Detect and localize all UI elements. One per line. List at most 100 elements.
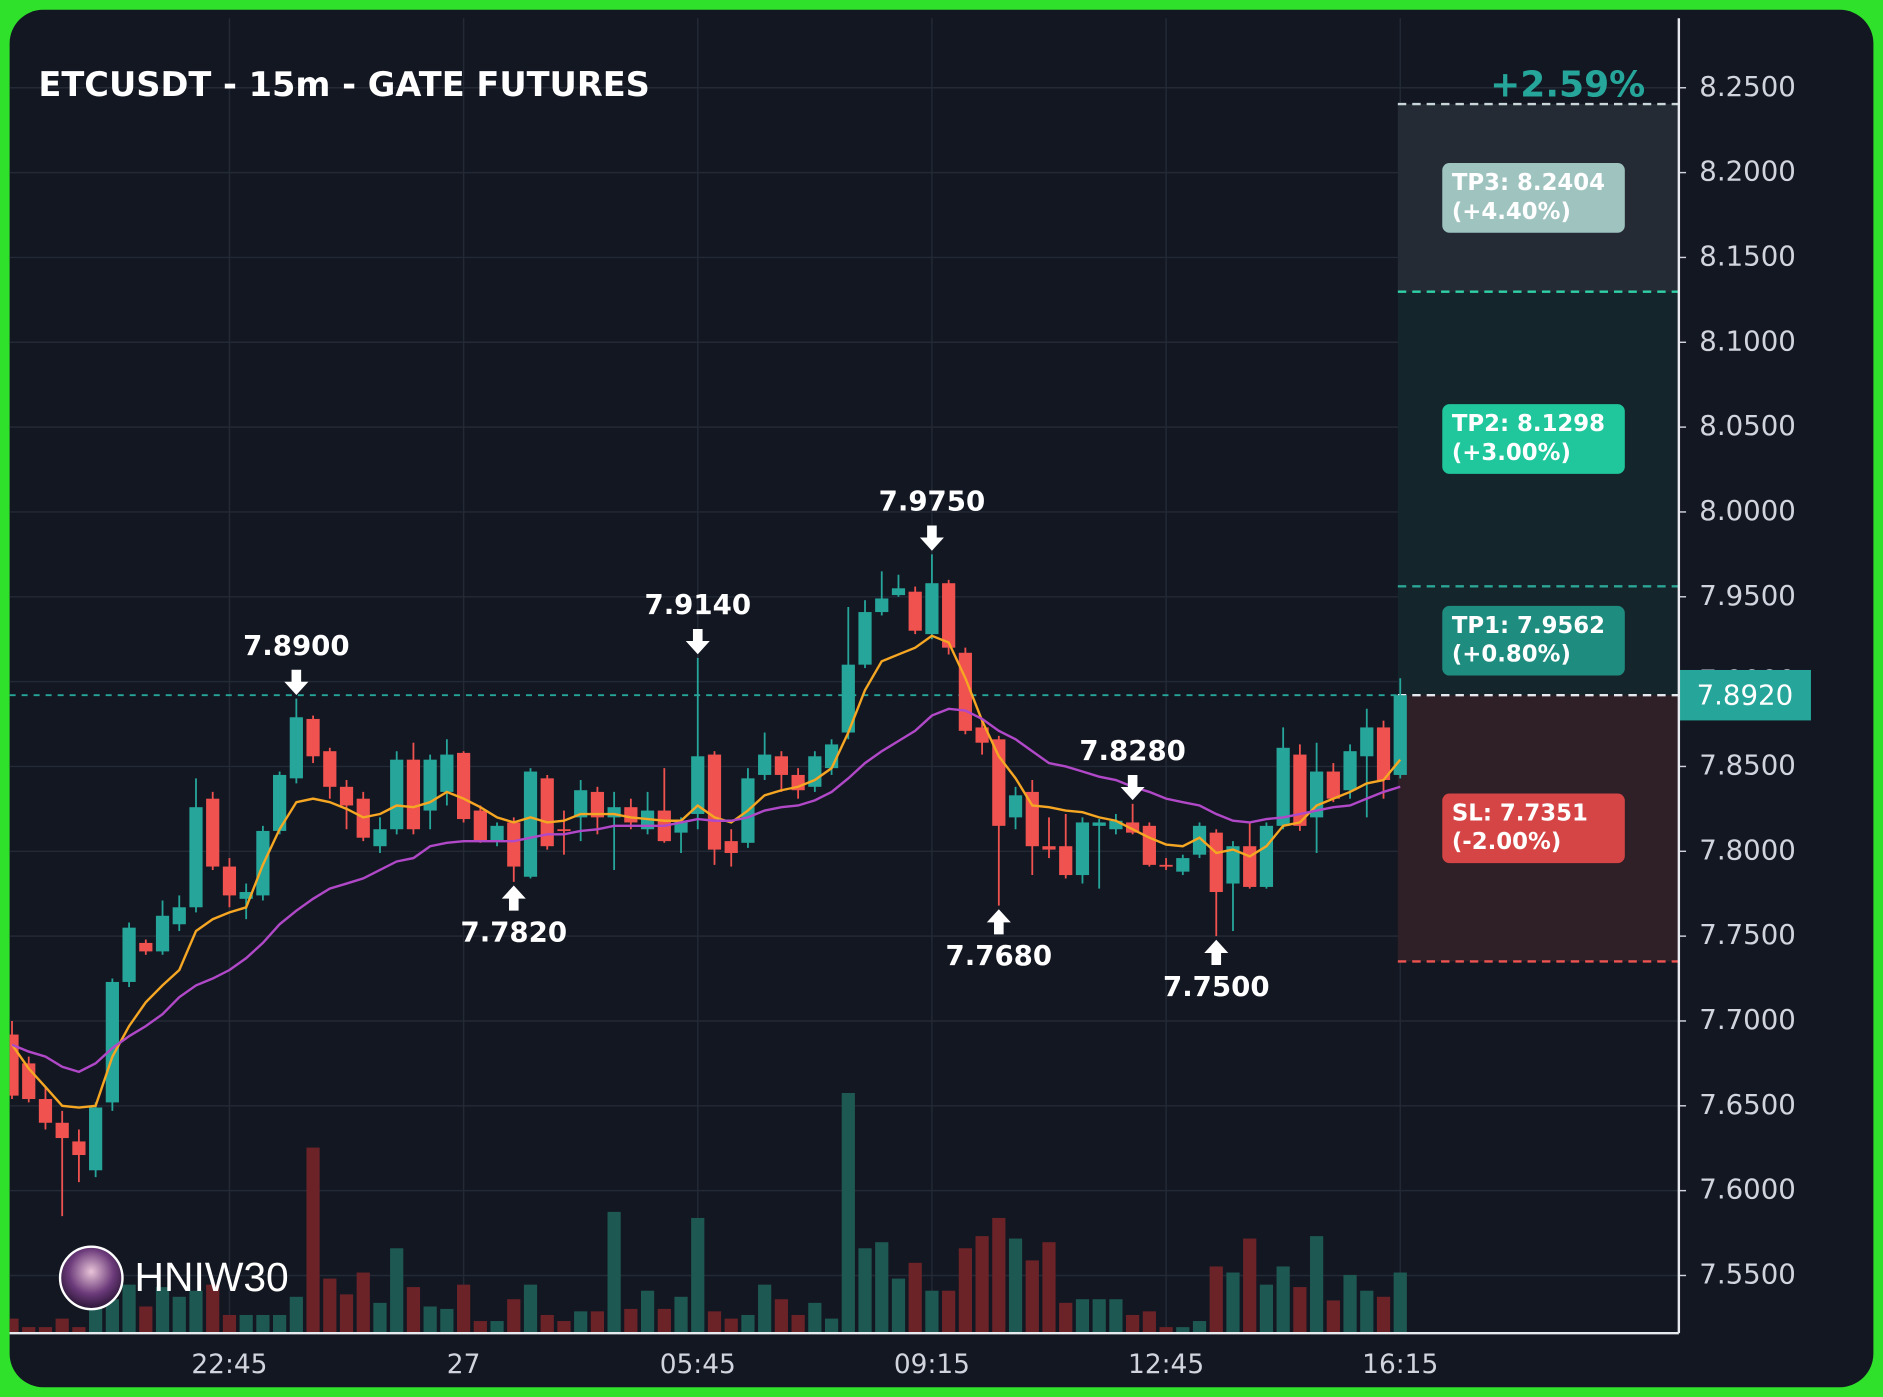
volume-bar: [1376, 1296, 1391, 1334]
candle-body: [423, 759, 437, 811]
volume-bar: [339, 1294, 354, 1334]
last-price-tag: [1678, 669, 1811, 721]
volume-bar: [1008, 1238, 1023, 1334]
candle-body: [607, 807, 621, 818]
x-tick-label: 16:15: [1362, 1349, 1438, 1380]
volume-bar: [891, 1278, 906, 1334]
candle-body: [691, 756, 705, 814]
candle-body: [1226, 846, 1240, 884]
candle-body: [1360, 727, 1374, 757]
candle-body: [38, 1099, 53, 1123]
volume-bar: [423, 1306, 437, 1334]
volume-bar: [105, 1299, 119, 1334]
overlay: 7.5500 7.6000 7.6500 7.7000 7.7500 7.8000 7.85…: [9, 18, 1811, 1380]
volume-bar: [858, 1248, 872, 1334]
volume-bar: [942, 1290, 956, 1334]
volume-bar: [992, 1217, 1006, 1334]
volume-bar: [908, 1262, 922, 1334]
volume-bar: [1192, 1321, 1207, 1334]
y-tick-label: 8.2500: [1699, 70, 1796, 103]
volume-bar: [824, 1318, 839, 1334]
volume-bar: [390, 1248, 404, 1334]
candle-body: [975, 727, 989, 743]
volume-bar: [122, 1284, 136, 1334]
volume-bar: [1209, 1266, 1223, 1334]
candle-body: [1092, 822, 1106, 826]
candle-body: [858, 612, 872, 665]
volume-bar: [657, 1308, 671, 1334]
volume-bar: [1059, 1302, 1073, 1334]
y-tick-label: 7.6500: [1699, 1088, 1796, 1121]
volume-bar: [1243, 1238, 1257, 1334]
volume-bar: [507, 1299, 521, 1334]
volume-bar: [574, 1311, 588, 1334]
marker-arrow: [685, 629, 710, 655]
avatar: [58, 1245, 124, 1311]
candle-body: [72, 1141, 86, 1156]
candle-body: [875, 598, 889, 613]
volume-bar: [406, 1287, 421, 1334]
level-note: (+4.40%): [1452, 199, 1571, 225]
marker-arrow: [1204, 939, 1229, 965]
marker-label: 7.7680: [946, 939, 1053, 972]
x-tick-label: 27: [447, 1349, 481, 1380]
volume-bar: [239, 1314, 253, 1334]
volume-bar: [523, 1284, 538, 1334]
candle-body: [155, 915, 170, 952]
volume-bar: [490, 1321, 504, 1334]
candle-body: [1276, 747, 1290, 826]
candle-body: [222, 866, 237, 896]
y-tick-label: 8.1500: [1699, 239, 1796, 272]
volume-bar: [1310, 1236, 1324, 1334]
volume-bar: [791, 1314, 805, 1334]
candle-body: [139, 942, 153, 952]
volume-bar: [206, 1284, 220, 1334]
volume-bar: [1393, 1272, 1407, 1334]
volume-bar: [640, 1290, 655, 1334]
volume-bar: [289, 1296, 303, 1334]
level-label: TP1: 7.9562: [1452, 613, 1605, 639]
candle-body: [590, 791, 605, 818]
level-box: [1442, 404, 1625, 474]
volume-bar: [624, 1308, 638, 1334]
candle-body: [724, 841, 738, 853]
candle-body: [456, 752, 471, 820]
volume-bar: [356, 1272, 370, 1334]
level-note: (+0.80%): [1452, 642, 1571, 668]
candle-body: [490, 825, 504, 842]
volume-bar: [1159, 1327, 1173, 1334]
volume-bar: [1276, 1266, 1290, 1334]
volume-bar: [1092, 1299, 1106, 1334]
marker-label: 7.9140: [644, 588, 751, 621]
candle-body: [172, 907, 186, 925]
candle-body: [1259, 825, 1274, 887]
volume-bar: [306, 1147, 320, 1334]
volume-bar: [741, 1314, 755, 1334]
level-note: (-2.00%): [1452, 829, 1561, 855]
candle-body: [373, 829, 387, 847]
candle-body: [557, 829, 571, 832]
candle-body: [1192, 825, 1207, 855]
candle-body: [942, 583, 956, 648]
volume-bar: [958, 1248, 972, 1334]
marker-arrow: [284, 669, 309, 695]
candle-body: [1042, 846, 1056, 850]
volume-bar: [256, 1314, 270, 1334]
volume-bar: [1142, 1311, 1156, 1334]
volume-bar: [724, 1318, 738, 1334]
candle-body: [1142, 825, 1156, 865]
volume-bar: [925, 1290, 939, 1334]
candle-body: [1310, 771, 1324, 818]
chart-title: ETCUSDT - 15m - GATE FUTURES: [38, 65, 649, 104]
candle-body: [523, 771, 538, 877]
candle-body: [992, 739, 1006, 826]
volume-bar: [473, 1321, 487, 1334]
volume-bar: [975, 1236, 989, 1334]
marker-arrow: [1120, 774, 1145, 801]
marker-label: 7.8280: [1079, 734, 1186, 767]
volume-bar: [155, 1287, 170, 1334]
volume-bar: [1042, 1242, 1056, 1334]
x-tick-label: 09:15: [894, 1349, 970, 1380]
volume-bar: [540, 1314, 554, 1334]
candle-body: [507, 822, 521, 867]
